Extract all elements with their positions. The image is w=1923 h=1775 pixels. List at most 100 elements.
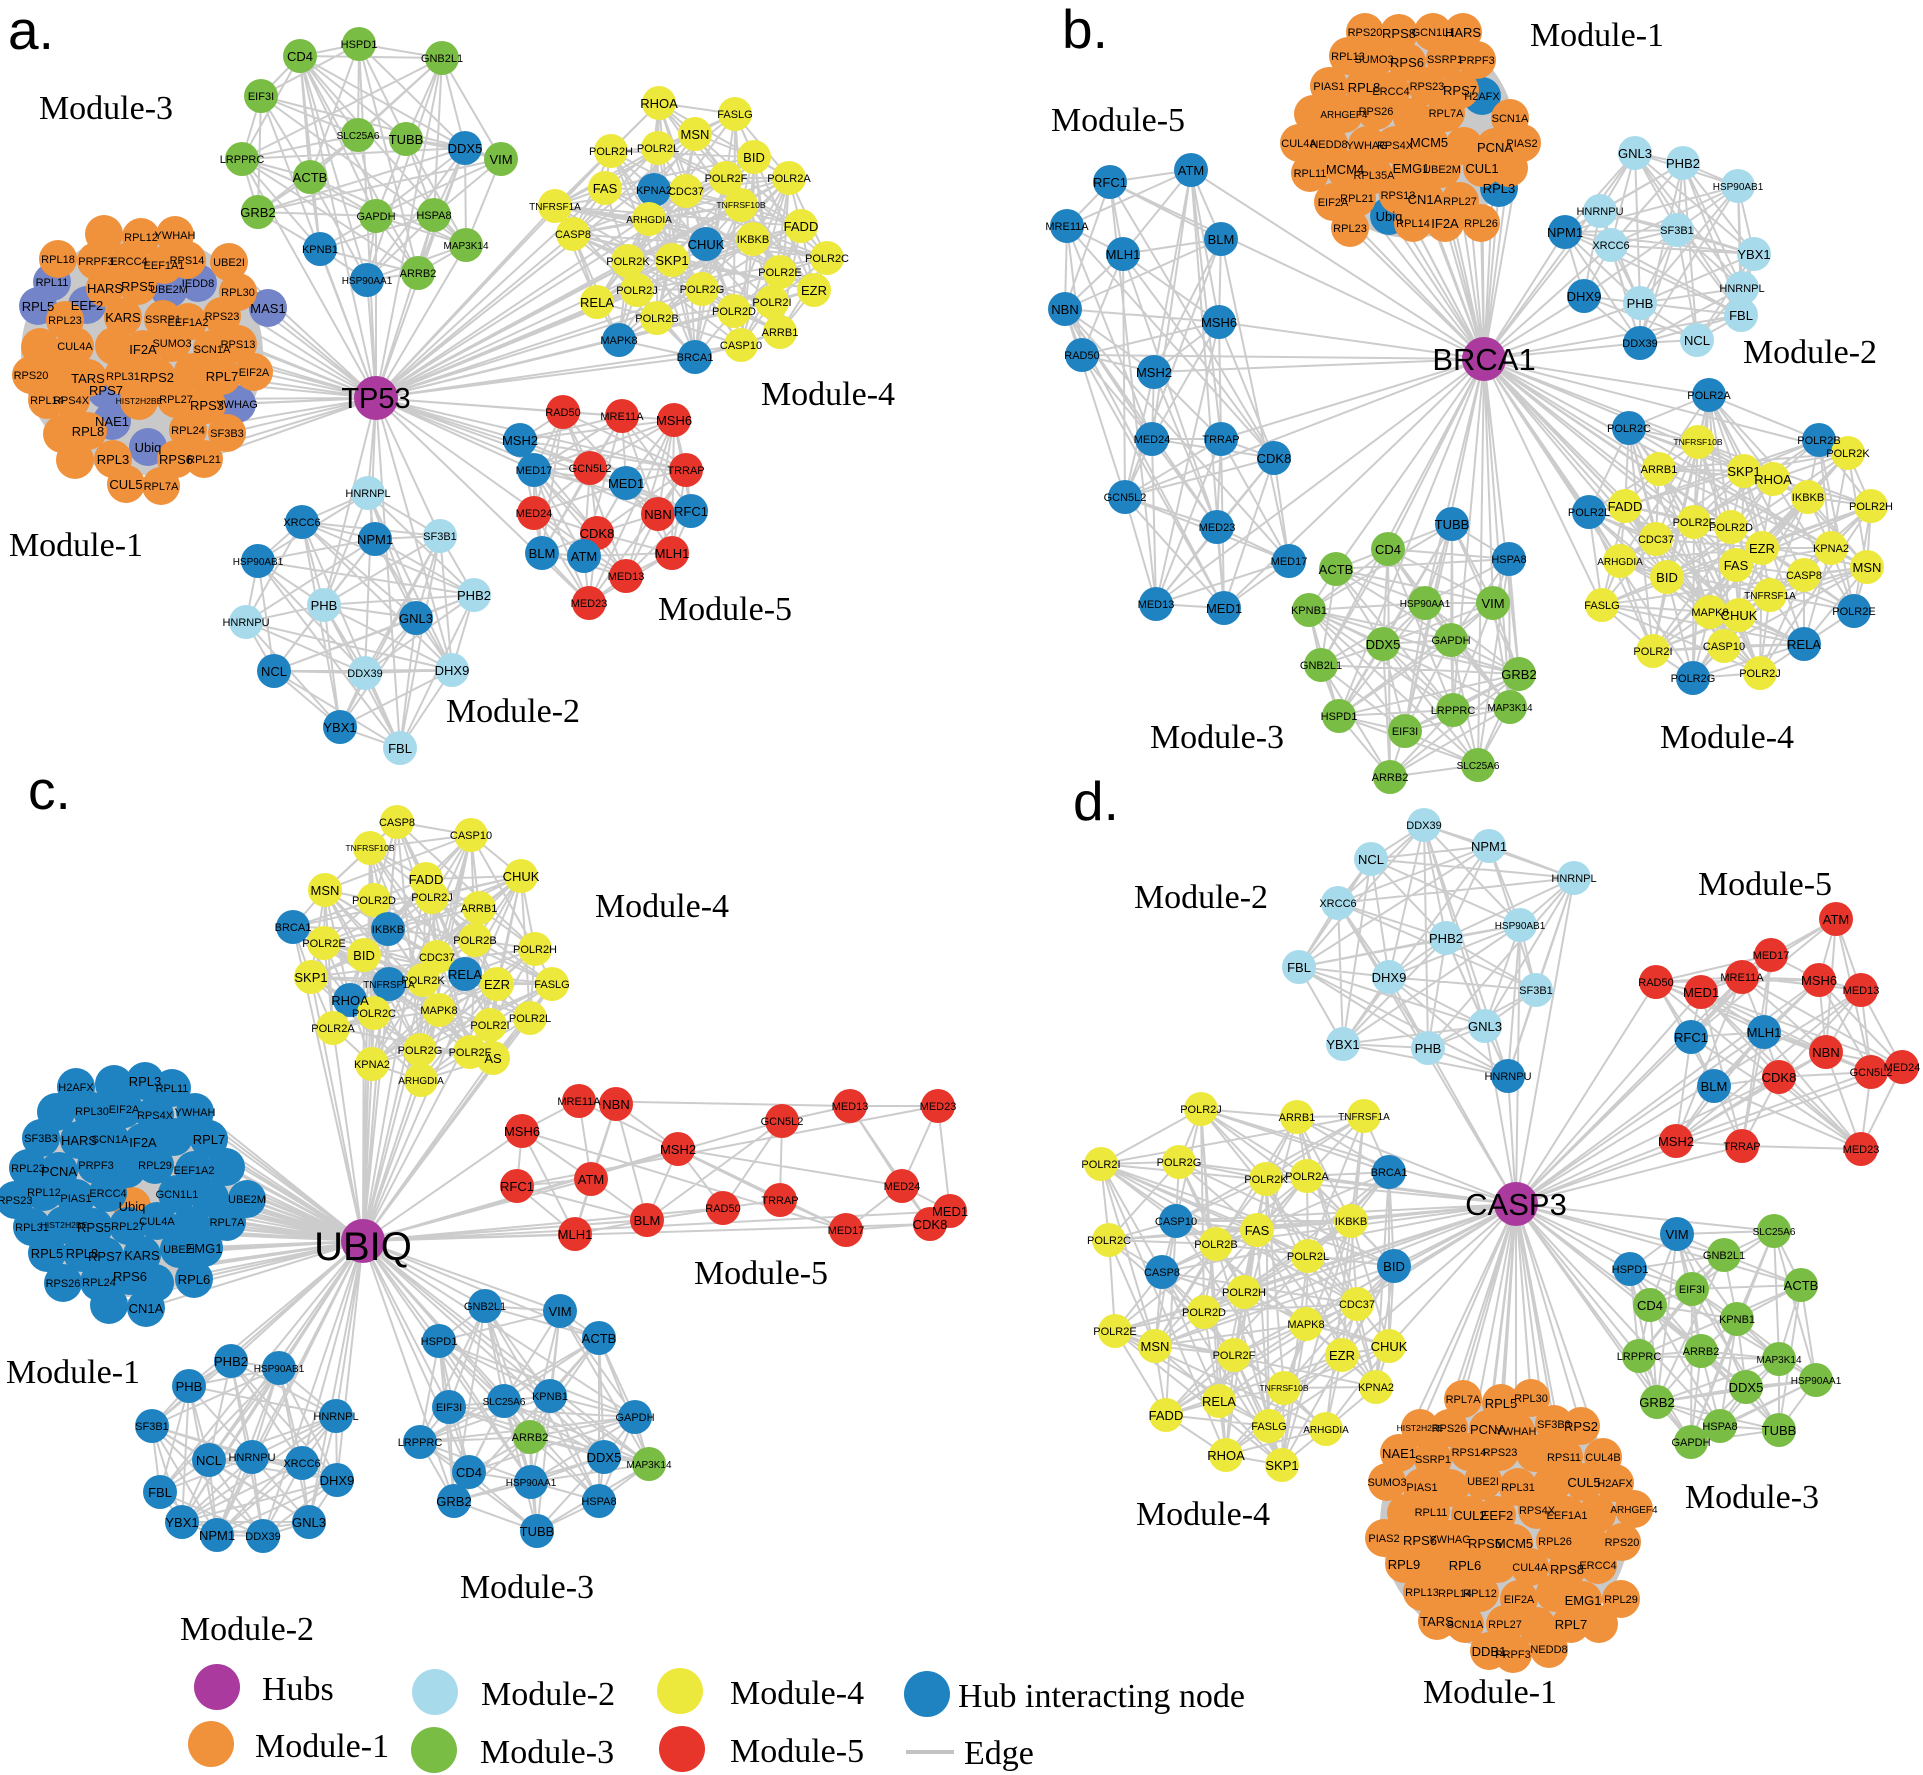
svg-text:POLR2G: POLR2G xyxy=(680,284,725,296)
svg-text:CASP8: CASP8 xyxy=(1144,1267,1180,1279)
svg-text:DDX39: DDX39 xyxy=(347,668,382,680)
svg-text:POLR2C: POLR2C xyxy=(805,253,849,265)
svg-text:GCN1L1: GCN1L1 xyxy=(1412,27,1455,39)
svg-text:LRPPRC: LRPPRC xyxy=(220,154,265,166)
svg-text:GNB2L1: GNB2L1 xyxy=(464,1301,506,1313)
svg-text:EIF3I: EIF3I xyxy=(248,91,274,103)
svg-text:RPS14: RPS14 xyxy=(170,255,205,267)
svg-text:HNRNPU: HNRNPU xyxy=(1484,1071,1531,1083)
svg-text:NAE1: NAE1 xyxy=(1382,1446,1416,1461)
svg-text:MED24: MED24 xyxy=(1884,1062,1921,1074)
svg-text:HNRNPU: HNRNPU xyxy=(222,617,269,629)
svg-text:KPNB1: KPNB1 xyxy=(302,244,338,256)
svg-text:PHB: PHB xyxy=(311,598,338,613)
svg-text:IF2A: IF2A xyxy=(129,1135,157,1150)
svg-text:BRCA1: BRCA1 xyxy=(1371,1167,1408,1179)
svg-text:SLC25A6: SLC25A6 xyxy=(337,131,380,142)
svg-text:POLR2B: POLR2B xyxy=(635,313,678,325)
svg-text:CUL4A: CUL4A xyxy=(1281,138,1317,150)
svg-text:RPL30: RPL30 xyxy=(75,1106,109,1118)
svg-text:RPL31: RPL31 xyxy=(106,371,140,383)
svg-text:MSN: MSN xyxy=(1853,560,1882,575)
svg-text:RPL7: RPL7 xyxy=(1555,1617,1588,1632)
svg-text:POLR2L: POLR2L xyxy=(637,143,679,155)
svg-text:RPL27: RPL27 xyxy=(111,1221,145,1233)
svg-text:EZR: EZR xyxy=(1749,541,1775,556)
svg-text:RFC1: RFC1 xyxy=(674,504,708,519)
svg-text:POLR2J: POLR2J xyxy=(1180,1104,1222,1116)
svg-text:MED1: MED1 xyxy=(1206,601,1242,616)
svg-text:ARHGDIA: ARHGDIA xyxy=(398,1076,444,1087)
svg-text:RPS4X: RPS4X xyxy=(137,1110,174,1122)
svg-text:MED23: MED23 xyxy=(920,1101,957,1113)
svg-text:HIST2H2BE: HIST2H2BE xyxy=(41,1220,88,1230)
svg-text:CD4: CD4 xyxy=(1375,542,1401,557)
svg-text:MED24: MED24 xyxy=(884,1181,921,1193)
svg-text:MED1: MED1 xyxy=(932,1204,968,1219)
svg-text:MSH6: MSH6 xyxy=(1801,973,1837,988)
svg-text:TRRAP: TRRAP xyxy=(1202,434,1239,446)
svg-text:TUBB: TUBB xyxy=(1762,1423,1797,1438)
svg-text:CASP8: CASP8 xyxy=(555,229,591,241)
svg-text:ATM: ATM xyxy=(1823,912,1849,927)
svg-text:POLR2C: POLR2C xyxy=(1087,1235,1131,1247)
svg-text:POLR2F: POLR2F xyxy=(1213,1350,1256,1362)
svg-text:RPS26: RPS26 xyxy=(1432,1423,1467,1435)
svg-text:VIM: VIM xyxy=(489,152,512,167)
svg-text:ARRB2: ARRB2 xyxy=(512,1432,549,1444)
svg-text:RPS3: RPS3 xyxy=(190,398,224,413)
svg-text:ERCC4: ERCC4 xyxy=(89,1188,126,1200)
svg-text:RPS7: RPS7 xyxy=(89,383,123,398)
svg-text:HNRNPL: HNRNPL xyxy=(1551,873,1596,885)
svg-text:POLR2F: POLR2F xyxy=(1673,517,1716,529)
svg-text:XRCC6: XRCC6 xyxy=(1319,898,1356,910)
svg-text:UBE2I: UBE2I xyxy=(213,257,245,269)
svg-text:GAPDH: GAPDH xyxy=(1671,1437,1710,1449)
svg-text:TNFRSF10B: TNFRSF10B xyxy=(345,843,394,853)
svg-text:H2AFX: H2AFX xyxy=(1464,91,1500,103)
svg-text:FADD: FADD xyxy=(784,219,819,234)
svg-text:RPL11: RPL11 xyxy=(1415,1507,1448,1519)
svg-text:EIF3I: EIF3I xyxy=(1679,1284,1705,1296)
svg-text:FADD: FADD xyxy=(409,872,444,887)
svg-text:FASLG: FASLG xyxy=(1584,600,1619,612)
svg-text:ARHGDIA: ARHGDIA xyxy=(626,215,672,226)
svg-text:TARS: TARS xyxy=(71,371,105,386)
svg-text:RPS14: RPS14 xyxy=(1452,1447,1487,1459)
svg-text:RPS4X: RPS4X xyxy=(1519,1505,1556,1517)
svg-text:RPL30: RPL30 xyxy=(1514,1393,1548,1405)
svg-text:BID: BID xyxy=(353,948,375,963)
svg-text:HIST2H2BE: HIST2H2BE xyxy=(1397,1423,1444,1433)
svg-text:MLH1: MLH1 xyxy=(1747,1025,1782,1040)
svg-text:POLR2G: POLR2G xyxy=(1671,673,1716,685)
svg-text:LRPPRC: LRPPRC xyxy=(1431,705,1476,717)
svg-text:ARRB1: ARRB1 xyxy=(1641,464,1678,476)
svg-text:CUL5: CUL5 xyxy=(1567,1475,1600,1490)
svg-text:RHOA: RHOA xyxy=(640,96,678,111)
svg-text:ARHGEF4: ARHGEF4 xyxy=(1320,110,1368,121)
svg-text:RPS5: RPS5 xyxy=(1468,1536,1502,1551)
svg-text:RPL6: RPL6 xyxy=(178,1272,211,1287)
svg-text:GNB2L1: GNB2L1 xyxy=(421,53,463,65)
svg-text:POLR2B: POLR2B xyxy=(453,935,496,947)
svg-text:MLH1: MLH1 xyxy=(1106,247,1141,262)
svg-text:BLM: BLM xyxy=(529,546,556,561)
svg-text:UBE2M: UBE2M xyxy=(228,1194,266,1206)
svg-text:POLR2A: POLR2A xyxy=(311,1023,355,1035)
svg-text:XRCC6: XRCC6 xyxy=(1592,240,1629,252)
svg-text:RPL35A: RPL35A xyxy=(1354,170,1396,182)
svg-text:BRCA1: BRCA1 xyxy=(1432,342,1535,377)
svg-text:KPNA2: KPNA2 xyxy=(1813,543,1849,555)
svg-text:MAPK8: MAPK8 xyxy=(600,335,637,347)
svg-text:MAP3K14: MAP3K14 xyxy=(626,1460,671,1471)
svg-text:MAPK8: MAPK8 xyxy=(420,1005,457,1017)
svg-text:GAPDH: GAPDH xyxy=(1431,635,1470,647)
svg-text:MLH1: MLH1 xyxy=(558,1227,593,1242)
svg-text:RPS8: RPS8 xyxy=(1382,26,1416,41)
svg-text:NCL: NCL xyxy=(196,1453,222,1468)
svg-text:EIF2A: EIF2A xyxy=(109,1104,140,1116)
svg-text:BLM: BLM xyxy=(1208,232,1235,247)
svg-text:Ubiq: Ubiq xyxy=(1376,209,1403,224)
svg-text:UBE2I: UBE2I xyxy=(1467,1476,1499,1488)
svg-text:MED23: MED23 xyxy=(1199,522,1236,534)
